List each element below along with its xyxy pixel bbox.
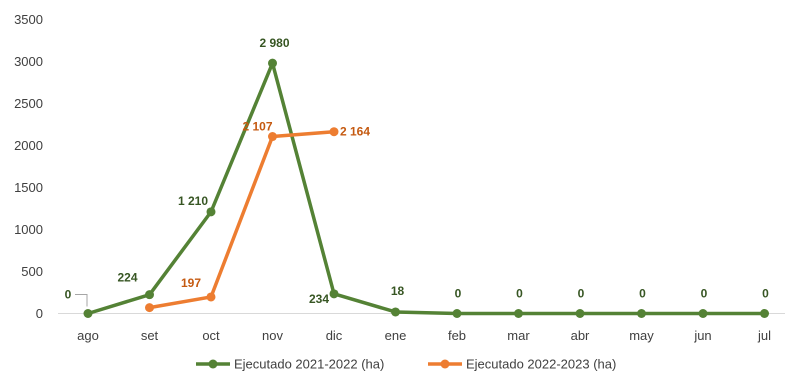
data-point <box>83 309 93 318</box>
data-label: 1 210 <box>178 194 208 208</box>
y-tick-label: 500 <box>21 264 43 279</box>
data-labels: 0 224 1 210 2 980 234 18 0 0 0 0 0 0 197 2 107 2 164 <box>65 36 769 307</box>
data-point <box>268 132 277 142</box>
series-lines <box>83 58 769 318</box>
data-label: 0 <box>639 287 646 301</box>
legend-label: Ejecutado 2021-2022 (ha) <box>234 357 384 371</box>
x-tick-label: jul <box>757 328 771 343</box>
data-label: 2 980 <box>259 36 289 50</box>
data-point <box>452 309 462 318</box>
data-point <box>760 309 769 318</box>
data-label: 0 <box>455 287 462 301</box>
data-label: 0 <box>578 287 585 301</box>
y-tick-label: 3500 <box>14 12 43 27</box>
x-tick-label: feb <box>448 328 466 343</box>
data-point <box>329 127 339 137</box>
x-tick-label: ago <box>77 328 99 343</box>
x-tick-label: ene <box>385 328 407 343</box>
data-point <box>145 303 154 313</box>
x-tick-label: jun <box>693 328 711 343</box>
label-leader-line <box>75 294 88 307</box>
data-point <box>514 309 523 318</box>
data-label: 197 <box>181 276 201 290</box>
data-point <box>268 58 277 68</box>
y-tick-label: 1000 <box>14 222 43 237</box>
x-tick-label: dic <box>326 328 343 343</box>
data-label: 18 <box>391 284 405 298</box>
legend-marker <box>440 359 450 369</box>
data-point <box>145 290 154 300</box>
legend-label: Ejecutado 2022-2023 (ha) <box>466 357 616 371</box>
data-label: 0 <box>65 288 72 302</box>
series-2 <box>145 127 339 313</box>
x-tick-label: set <box>141 328 159 343</box>
data-point <box>206 292 216 302</box>
data-label: 224 <box>117 271 137 285</box>
x-tick-label: may <box>629 328 654 343</box>
series-line <box>147 129 336 310</box>
y-tick-label: 1500 <box>14 180 43 195</box>
axes: 0 500 1000 1500 2000 2500 3000 3500 ago set oct nov… <box>14 12 785 343</box>
y-tick-label: 2000 <box>14 138 43 153</box>
data-label: 2 164 <box>340 125 370 139</box>
x-tick-label: abr <box>571 328 590 343</box>
y-tick-label: 0 <box>36 306 43 321</box>
data-label: 0 <box>701 287 708 301</box>
x-tick-label: mar <box>507 328 530 343</box>
y-tick-label: 2500 <box>14 96 43 111</box>
data-label: 234 <box>309 292 329 306</box>
data-point <box>391 307 400 317</box>
legend-item-2: Ejecutado 2022-2023 (ha) <box>428 357 616 371</box>
data-label: 0 <box>762 287 769 301</box>
legend: Ejecutado 2021-2022 (ha) Ejecutado 2022-2… <box>196 357 616 371</box>
series-line <box>86 61 767 316</box>
x-tick-label: nov <box>262 328 283 343</box>
data-point <box>206 207 216 217</box>
legend-item-1: Ejecutado 2021-2022 (ha) <box>196 357 384 371</box>
legend-marker <box>208 359 218 369</box>
data-point <box>698 309 708 318</box>
data-label: 2 107 <box>242 120 272 134</box>
series-1 <box>83 58 769 318</box>
y-tick-label: 3000 <box>14 54 43 69</box>
data-point <box>637 309 646 318</box>
x-tick-label: oct <box>202 328 220 343</box>
data-point <box>329 289 339 299</box>
data-label: 0 <box>516 287 523 301</box>
data-point <box>575 309 585 318</box>
